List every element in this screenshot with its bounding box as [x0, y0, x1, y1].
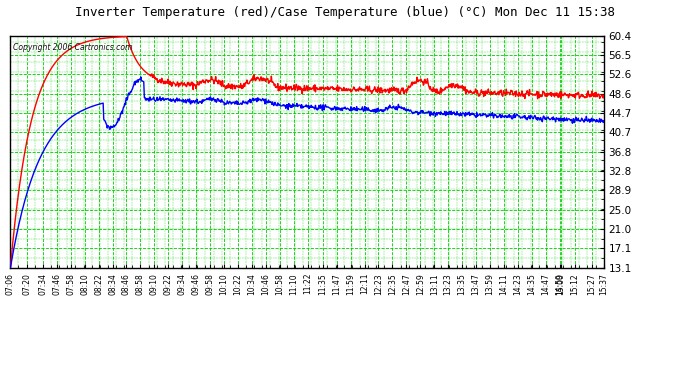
Text: Inverter Temperature (red)/Case Temperature (blue) (°C) Mon Dec 11 15:38: Inverter Temperature (red)/Case Temperat… [75, 6, 615, 19]
Text: Copyright 2006 Cartronics.com: Copyright 2006 Cartronics.com [13, 43, 132, 52]
